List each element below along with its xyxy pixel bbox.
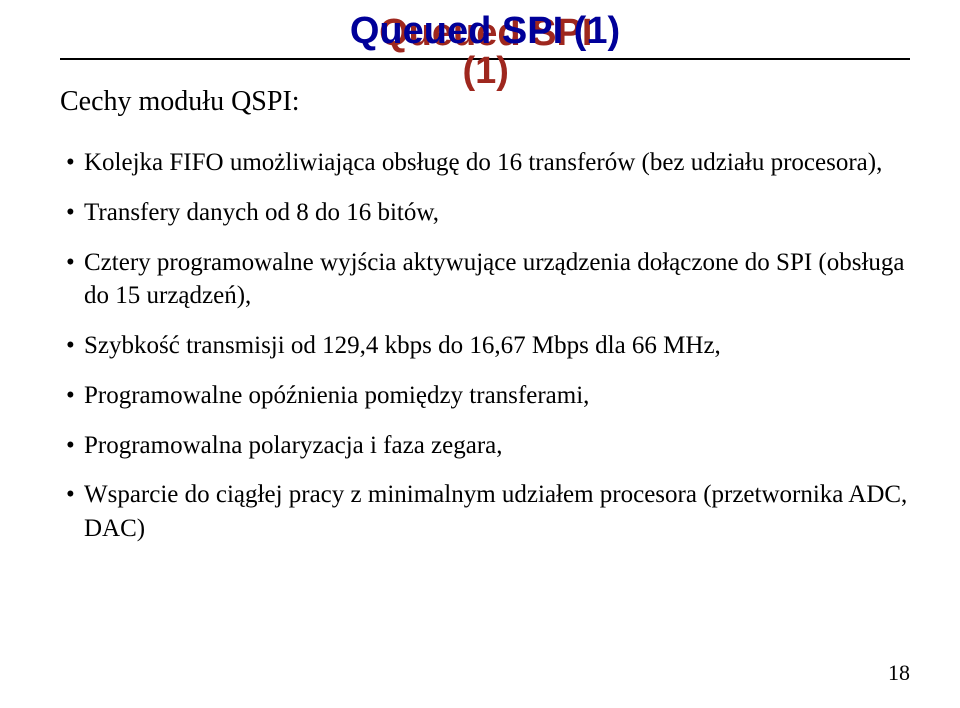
list-item: Szybkość transmisji od 129,4 kbps do 16,… bbox=[66, 329, 910, 363]
list-item-text: Transfery danych od 8 do 16 bitów, bbox=[84, 199, 439, 226]
list-item-text: Programowalna polaryzacja i faza zegara, bbox=[84, 432, 503, 459]
list-item: Programowalna polaryzacja i faza zegara, bbox=[66, 429, 910, 463]
bullet-list: Kolejka FIFO umożliwiająca obsługę do 16… bbox=[66, 146, 910, 546]
list-item: Transfery danych od 8 do 16 bitów, bbox=[66, 196, 910, 230]
slide-page: Queued SPI (1) Queued SPI (1) Cechy modu… bbox=[0, 0, 960, 708]
list-item: Programowalne opóźnienia pomiędzy transf… bbox=[66, 379, 910, 413]
list-item: Kolejka FIFO umożliwiająca obsługę do 16… bbox=[66, 146, 910, 180]
list-item-text: Kolejka FIFO umożliwiająca obsługę do 16… bbox=[84, 149, 882, 176]
title-front-text: Queued SPI (1) bbox=[350, 10, 620, 52]
page-number: 18 bbox=[888, 660, 910, 686]
title-container: Queued SPI (1) Queued SPI (1) bbox=[60, 12, 910, 50]
slide-title: Queued SPI (1) Queued SPI (1) bbox=[350, 12, 620, 50]
list-item-text: Cztery programowalne wyjścia aktywujące … bbox=[84, 249, 905, 310]
list-item-text: Programowalne opóźnienia pomiędzy transf… bbox=[84, 382, 589, 409]
list-item: Wsparcie do ciągłej pracy z minimalnym u… bbox=[66, 478, 910, 546]
list-item: Cztery programowalne wyjścia aktywujące … bbox=[66, 246, 910, 314]
list-item-text: Szybkość transmisji od 129,4 kbps do 16,… bbox=[84, 332, 721, 359]
list-item-text: Wsparcie do ciągłej pracy z minimalnym u… bbox=[84, 481, 907, 542]
